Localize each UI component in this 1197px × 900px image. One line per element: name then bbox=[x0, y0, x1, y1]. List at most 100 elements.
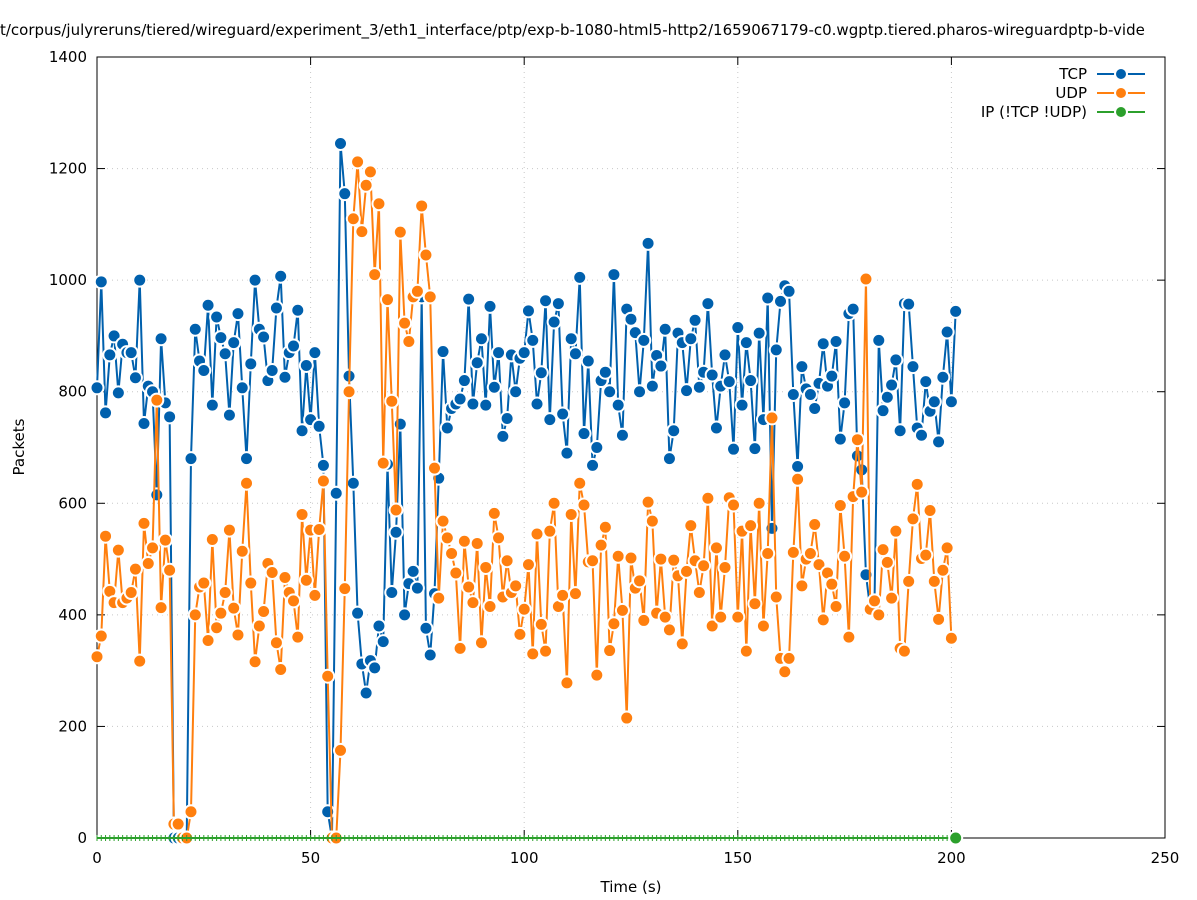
data-point bbox=[392, 416, 408, 432]
data-point bbox=[632, 573, 648, 589]
data-point bbox=[768, 342, 784, 358]
data-point bbox=[204, 532, 220, 548]
data-point bbox=[888, 352, 904, 368]
data-point bbox=[623, 311, 639, 327]
data-point bbox=[520, 303, 536, 319]
plot-area bbox=[89, 135, 964, 846]
data-point bbox=[760, 290, 776, 306]
data-point bbox=[802, 545, 818, 561]
data-point bbox=[730, 609, 746, 625]
data-point bbox=[294, 506, 310, 522]
data-point bbox=[708, 420, 724, 436]
data-point bbox=[657, 609, 673, 625]
data-point bbox=[538, 293, 554, 309]
data-point bbox=[98, 528, 114, 544]
data-point bbox=[491, 345, 507, 361]
data-point bbox=[345, 475, 361, 491]
data-point bbox=[456, 373, 472, 389]
data-point bbox=[875, 542, 891, 558]
data-point bbox=[785, 544, 801, 560]
data-point bbox=[110, 542, 126, 558]
data-point bbox=[926, 394, 942, 410]
data-point bbox=[691, 585, 707, 601]
data-point bbox=[555, 587, 571, 603]
data-point bbox=[350, 154, 366, 170]
axes: 0 200 400 600 800 1000 1200 1400 0 50 100 150 200 250 bbox=[49, 48, 1180, 867]
x-tick-label: 150 bbox=[723, 849, 752, 867]
data-point bbox=[939, 540, 955, 556]
data-point bbox=[585, 457, 601, 473]
data-point bbox=[597, 519, 613, 535]
data-point bbox=[555, 406, 571, 422]
series-ip-tcp-udp- bbox=[96, 830, 964, 846]
data-point bbox=[777, 664, 793, 680]
data-point bbox=[713, 609, 729, 625]
data-point bbox=[576, 497, 592, 513]
data-point bbox=[388, 524, 404, 540]
data-point bbox=[901, 296, 917, 312]
data-point bbox=[614, 427, 630, 443]
data-point bbox=[422, 647, 438, 663]
data-point bbox=[397, 315, 413, 331]
data-point bbox=[486, 505, 502, 521]
data-point bbox=[854, 484, 870, 500]
data-point bbox=[273, 268, 289, 284]
data-point bbox=[268, 300, 284, 316]
data-point bbox=[277, 369, 293, 385]
data-point bbox=[734, 397, 750, 413]
data-point bbox=[717, 559, 733, 575]
data-point bbox=[913, 427, 929, 443]
data-point bbox=[931, 434, 947, 450]
data-point bbox=[426, 460, 442, 476]
data-point bbox=[896, 643, 912, 659]
data-point bbox=[879, 389, 895, 405]
data-point bbox=[230, 306, 246, 322]
data-point bbox=[546, 495, 562, 511]
series-udp bbox=[89, 154, 959, 846]
legend-marker bbox=[1114, 86, 1128, 100]
data-point bbox=[132, 272, 148, 288]
data-point bbox=[418, 247, 434, 263]
data-point bbox=[653, 551, 669, 567]
data-point bbox=[136, 416, 152, 432]
y-axis-label: Packets bbox=[10, 418, 28, 475]
x-tick-label: 200 bbox=[937, 849, 966, 867]
data-point bbox=[384, 585, 400, 601]
data-point bbox=[367, 660, 383, 676]
data-point bbox=[311, 418, 327, 434]
data-point bbox=[226, 335, 242, 351]
data-point bbox=[884, 377, 900, 393]
data-point bbox=[209, 620, 225, 636]
data-point bbox=[832, 431, 848, 447]
data-point bbox=[491, 530, 507, 546]
data-point bbox=[939, 324, 955, 340]
data-point bbox=[875, 403, 891, 419]
data-point bbox=[268, 635, 284, 651]
data-point bbox=[525, 646, 541, 662]
data-point bbox=[435, 344, 451, 360]
data-point bbox=[153, 331, 169, 347]
series-line bbox=[96, 143, 957, 839]
data-point bbox=[247, 654, 263, 670]
data-point bbox=[123, 585, 139, 601]
data-point bbox=[243, 575, 259, 591]
data-point bbox=[674, 636, 690, 652]
data-point bbox=[931, 611, 947, 627]
data-point bbox=[345, 211, 361, 227]
data-point bbox=[93, 274, 109, 290]
data-point bbox=[153, 600, 169, 616]
data-point bbox=[726, 497, 742, 513]
data-point bbox=[542, 412, 558, 428]
data-point bbox=[226, 600, 242, 616]
data-point bbox=[439, 420, 455, 436]
legend-label: IP (!TCP !UDP) bbox=[981, 103, 1087, 121]
data-point bbox=[213, 605, 229, 621]
data-point bbox=[140, 556, 156, 572]
data-point bbox=[157, 532, 173, 548]
data-point bbox=[871, 332, 887, 348]
data-point bbox=[298, 357, 314, 373]
data-point bbox=[136, 515, 152, 531]
data-point bbox=[162, 562, 178, 578]
data-point bbox=[892, 423, 908, 439]
